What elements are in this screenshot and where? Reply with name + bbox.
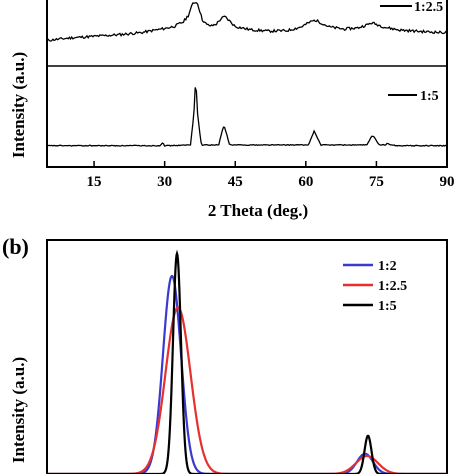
panel-b-letter: (b): [2, 234, 29, 259]
panel-a: 15 30 45 60 75 90 Intensity (a.u.) 2 Theta (d…: [9, 0, 455, 220]
panel-a-xlabel: 2 Theta (deg.): [208, 201, 308, 220]
legend-a-bottom-label: 1:5: [420, 89, 439, 104]
legend-a-top-label: 1:2.5: [414, 0, 443, 15]
panel-b-ylabel: Intensity (a.u.): [9, 357, 28, 463]
legend-b-label-2: 1:5: [378, 299, 397, 314]
panel-b: (b) Intensity (a.u.) 1:2 1:2.5 1:5: [2, 234, 448, 474]
series-a-bottom-line: [46, 87, 448, 147]
legend-b-label-1: 1:2.5: [378, 279, 407, 294]
x-tick-label-45: 45: [228, 174, 243, 190]
x-tick-label-15: 15: [87, 174, 102, 190]
series-b-1-2-5-line: [47, 306, 447, 474]
x-tick-label-75: 75: [369, 174, 384, 190]
panel-b-frame: [46, 239, 448, 474]
series-a-top-line: [46, 2, 448, 42]
x-tick-label-90: 90: [440, 174, 455, 190]
legend-a-top: 1:2.5: [380, 0, 443, 15]
panel-a-ylabel: Intensity (a.u.): [9, 52, 28, 158]
legend-b-label-0: 1:2: [378, 259, 397, 274]
x-tick-label-30: 30: [157, 174, 172, 190]
x-tick-label-60: 60: [298, 174, 313, 190]
panel-a-frame: [46, 0, 448, 168]
series-b-1-2-line: [47, 274, 447, 474]
legend-a-bottom: 1:5: [388, 89, 439, 104]
